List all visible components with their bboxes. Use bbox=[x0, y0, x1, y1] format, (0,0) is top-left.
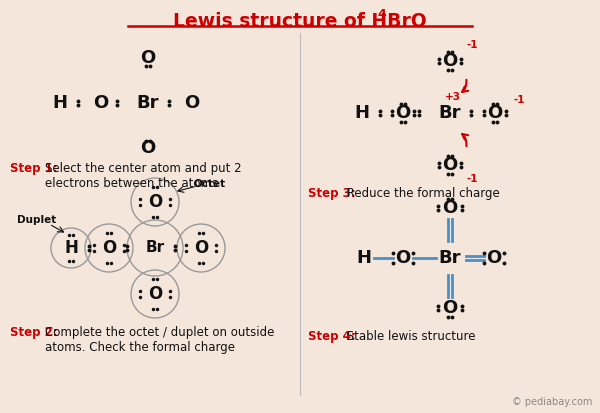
Text: Reduce the formal charge: Reduce the formal charge bbox=[343, 187, 500, 200]
Text: O: O bbox=[94, 94, 109, 112]
Text: H: H bbox=[64, 239, 78, 257]
Text: © pediabay.com: © pediabay.com bbox=[512, 397, 592, 407]
Text: H: H bbox=[355, 104, 370, 122]
Text: O: O bbox=[102, 239, 116, 257]
Text: Br: Br bbox=[439, 249, 461, 267]
Text: Step 1:: Step 1: bbox=[10, 162, 58, 175]
Text: O: O bbox=[140, 49, 155, 67]
Text: -1: -1 bbox=[466, 174, 478, 184]
Text: H: H bbox=[53, 94, 67, 112]
Text: Lewis structure of HBrO: Lewis structure of HBrO bbox=[173, 12, 427, 31]
Text: 4: 4 bbox=[377, 9, 386, 21]
Text: Step 2:: Step 2: bbox=[10, 326, 58, 339]
Text: H: H bbox=[356, 249, 371, 267]
Text: Step 3:: Step 3: bbox=[308, 187, 356, 200]
Text: O: O bbox=[442, 156, 458, 174]
Text: O: O bbox=[442, 299, 458, 317]
Text: O: O bbox=[140, 139, 155, 157]
Text: O: O bbox=[442, 199, 458, 217]
Text: O: O bbox=[487, 104, 503, 122]
Text: +3: +3 bbox=[445, 92, 461, 102]
Text: O: O bbox=[442, 52, 458, 70]
Text: -1: -1 bbox=[513, 95, 525, 105]
Text: Stable lewis structure: Stable lewis structure bbox=[343, 330, 476, 343]
Text: O: O bbox=[194, 239, 208, 257]
Text: O: O bbox=[148, 193, 162, 211]
Text: -1: -1 bbox=[466, 40, 478, 50]
Text: Br: Br bbox=[439, 104, 461, 122]
Text: Br: Br bbox=[137, 94, 159, 112]
Text: Br: Br bbox=[145, 240, 164, 256]
Text: O: O bbox=[395, 104, 410, 122]
Text: Step 4:: Step 4: bbox=[308, 330, 356, 343]
Text: O: O bbox=[148, 285, 162, 303]
Text: Duplet: Duplet bbox=[17, 215, 56, 225]
Text: Select the center atom and put 2
electrons between the atoms: Select the center atom and put 2 electro… bbox=[45, 162, 242, 190]
Text: O: O bbox=[395, 249, 410, 267]
Text: Complete the octet / duplet on outside
atoms. Check the formal charge: Complete the octet / duplet on outside a… bbox=[45, 326, 274, 354]
Text: Octet: Octet bbox=[194, 179, 226, 189]
Text: O: O bbox=[184, 94, 200, 112]
Text: O: O bbox=[487, 249, 502, 267]
